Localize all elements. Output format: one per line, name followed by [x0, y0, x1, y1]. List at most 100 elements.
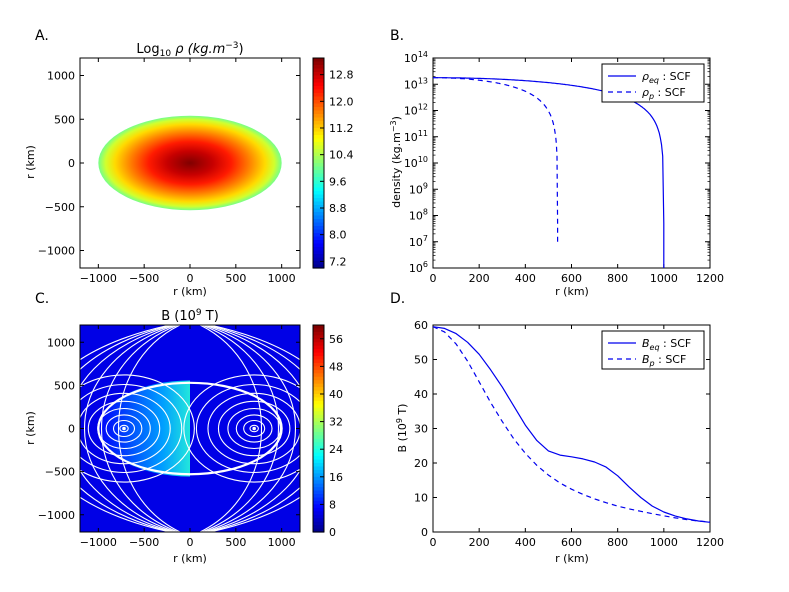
- panel-c-colorbar-label: 16: [329, 471, 343, 484]
- panel-a-colorbar-segment: [313, 198, 324, 203]
- panel-a-colorbar-segment: [313, 250, 324, 255]
- panel-b-plot: 0 200 400 600 800 1000 1200 1014 1013 1012 1011 101…: [404, 50, 724, 285]
- panel-c-colorbar-segment: [313, 480, 324, 485]
- panel-a-colorbar-segment: [313, 215, 324, 220]
- field-line-open: [201, 325, 279, 532]
- panel-a-colorbar-segment: [313, 219, 324, 224]
- panel-a-colorbar-segment: [313, 212, 324, 217]
- field-lines: [80, 325, 300, 532]
- panel-a-ytick-label: −1000: [38, 245, 75, 258]
- panel-c-colorbar-segment: [313, 442, 324, 447]
- panel-d-legend-label: Beq : SCF: [642, 337, 691, 352]
- panel-a-colorbar-segment: [313, 233, 324, 238]
- panel-a-plot: −1000 −500 0 500 1000 1000 500 0 −500 −1000 12.8 12…: [38, 57, 354, 285]
- panel-c-colorbar-segment: [313, 504, 324, 509]
- panel-d-ytick-label: 20: [414, 457, 428, 470]
- panel-c-colorbar-label: 0: [329, 526, 336, 539]
- panel-a-colorbar-segment: [313, 191, 324, 196]
- panel-a-colorbar-segment: [313, 205, 324, 210]
- panel-a-colorbar-segment: [313, 261, 324, 266]
- panel-c-colorbar-segment: [313, 418, 324, 423]
- field-loop: [227, 407, 281, 450]
- panel-a-colorbar-segment: [313, 229, 324, 234]
- field-loop: [183, 374, 300, 483]
- field-loop: [105, 414, 143, 443]
- panel-c-colorbar-segment: [313, 431, 324, 436]
- panel-c-colorbar-segment: [313, 425, 324, 430]
- field-loop: [249, 424, 259, 433]
- panel-d-xtick-label: 400: [515, 536, 536, 549]
- panel-a-colorbar-segment: [313, 170, 324, 175]
- panel-a-colorbar-segment: [313, 121, 324, 126]
- panel-c-colorbar-segment: [313, 397, 324, 402]
- panel-c-ytick-label: 500: [54, 379, 75, 392]
- field-loop: [87, 400, 161, 457]
- panel-a-colorbar-segment: [313, 187, 324, 192]
- panel-c-colorbar-segment: [313, 438, 324, 443]
- panel-a-colorbar-segment: [313, 75, 324, 80]
- panel-a-colorbar-segment: [313, 184, 324, 189]
- field-line-open: [80, 325, 171, 532]
- panel-c-colorbar-segment: [313, 362, 324, 367]
- panel-c-colorbar-segment: [313, 435, 324, 440]
- panel-a-xtick-label: 0: [187, 272, 194, 285]
- panel-d-xtick-label: 1200: [696, 536, 724, 549]
- panel-b-ytick-label: 109: [409, 181, 428, 196]
- panel-a-colorbar-segment: [313, 240, 324, 245]
- panel-c-colorbar-segment: [313, 380, 324, 385]
- panel-c-colorbar-segment: [313, 421, 324, 426]
- panel-c-colorbar-segment: [313, 400, 324, 405]
- panel-a-colorbar-segment: [313, 79, 324, 84]
- field-line-open: [80, 325, 175, 532]
- field-loop: [243, 419, 266, 438]
- panel-d-xtick-label: 0: [430, 536, 437, 549]
- panel-a-colorbar-segment: [313, 89, 324, 94]
- panel-a-colorbar-segment: [313, 145, 324, 150]
- panel-a-colorbar-segment: [313, 201, 324, 206]
- panel-c-colorbar-segment: [313, 528, 324, 533]
- panel-a-colorbar-segment: [313, 100, 324, 105]
- panel-c-colorbar-segment: [313, 394, 324, 399]
- panel-c-colorbar-segment: [313, 473, 324, 478]
- field-loop: [235, 414, 273, 443]
- panel-a-colorbar-segment: [313, 163, 324, 168]
- panel-c-colorbar-segment: [313, 325, 324, 330]
- panel-c-colorbar-label: 8: [329, 498, 336, 511]
- field-loop: [119, 424, 129, 433]
- panel-c-xtick-label: 0: [187, 536, 194, 549]
- panel-a-colorbar-segment: [313, 124, 324, 129]
- panel-d-ytick-label: 10: [414, 492, 428, 505]
- panel-c-colorbar-label: 48: [329, 360, 343, 373]
- panel-a-colorbar-segment: [313, 72, 324, 77]
- field-loop-center: [122, 426, 126, 431]
- panel-a-colorbar-segment: [313, 110, 324, 115]
- panel-c-colorbar-segment: [313, 369, 324, 374]
- panel-a-ytick-label: 0: [68, 157, 75, 170]
- panel-c-title: B (109 T): [161, 308, 219, 324]
- panel-c-colorbar-segment: [313, 490, 324, 495]
- panel-a-colorbar-segment: [313, 254, 324, 259]
- panel-c-xtick-label: −1000: [80, 536, 117, 549]
- panel-c-colorbar-segment: [313, 500, 324, 505]
- field-line-open: [203, 325, 297, 532]
- panel-d-ytick-label: 40: [414, 388, 428, 401]
- panel-a-colorbar-label: 12.8: [329, 69, 354, 82]
- panel-a-colorbar-label: 8.0: [329, 229, 347, 242]
- panel-c-colorbar-segment: [313, 466, 324, 471]
- panel-a-xlabel: r (km): [173, 285, 207, 298]
- panel-c-ytick-label: 0: [68, 423, 75, 436]
- panel-a-xtick-label: 1000: [268, 272, 296, 285]
- panel-c-colorbar-segment: [313, 445, 324, 450]
- panel-c-colorbar-segment: [313, 404, 324, 409]
- panel-b-ytick-label: 106: [409, 260, 428, 275]
- panel-c-colorbar-segment: [313, 428, 324, 433]
- field-line-open: [101, 325, 179, 532]
- panel-a-colorbar-segment: [313, 65, 324, 70]
- panel-b-xlabel: r (km): [555, 285, 589, 298]
- panel-d-xtick-label: 800: [607, 536, 628, 549]
- panel-b-ylabel: density (kg.m−3): [389, 116, 403, 208]
- panel-c-colorbar-segment: [313, 383, 324, 388]
- field-intensity-left: [98, 380, 190, 477]
- panel-d-ylabel: B (109 T): [395, 404, 409, 453]
- panel-c-colorbar-segment: [313, 525, 324, 530]
